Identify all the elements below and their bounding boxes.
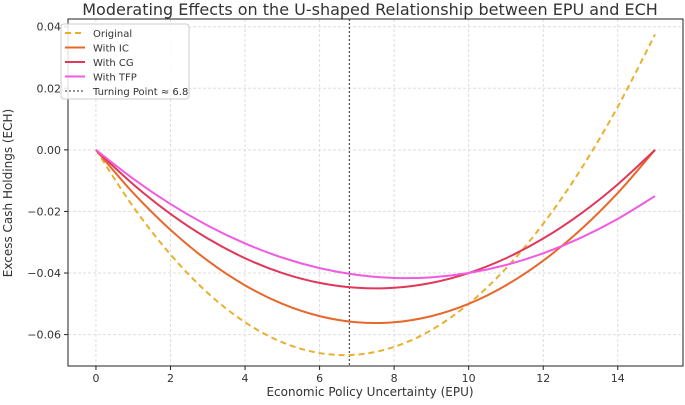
series-lines <box>95 19 656 366</box>
x-tick-label: 0 <box>92 372 99 385</box>
x-tick-label: 6 <box>316 372 323 385</box>
legend-label: Turning Point ≈ 6.8 <box>92 87 188 98</box>
ticks: 0 2 4 6 8 10 12 14 −0.06 −0.04 −0.02 0.00 0.02 0.04 <box>27 21 624 385</box>
y-tick-label: −0.04 <box>27 267 61 280</box>
x-tick-label: 14 <box>611 372 625 385</box>
series-line-with-ic <box>95 149 656 325</box>
legend-label: With TFP <box>93 73 137 84</box>
legend-box <box>60 23 190 100</box>
plot-frame <box>67 18 684 367</box>
series-line-with-cg <box>95 149 656 290</box>
y-tick-label: −0.06 <box>27 329 61 342</box>
x-tick-label: 2 <box>167 372 174 385</box>
y-tick-label: 0.00 <box>37 144 62 157</box>
y-tick-label: 0.04 <box>37 21 62 34</box>
y-tick-label: 0.02 <box>37 82 62 95</box>
chart-title: Moderating Effects on the U-shaped Relat… <box>82 0 658 19</box>
legend-label: With IC <box>93 44 129 55</box>
series-line-original <box>95 33 656 357</box>
grid <box>68 19 683 366</box>
x-tick-label: 4 <box>242 372 249 385</box>
x-axis-label: Economic Policy Uncertainty (EPU) <box>266 385 473 399</box>
y-axis-label: Excess Cash Holdings (ECH) <box>1 109 15 277</box>
legend-label: Original <box>93 29 132 40</box>
x-tick-label: 8 <box>391 372 398 385</box>
x-tick-label: 12 <box>536 372 550 385</box>
x-tick-label: 10 <box>462 372 476 385</box>
series-line-with-tfp <box>95 149 656 280</box>
legend: Original With IC With CG With TFP Turning Po… <box>60 23 190 100</box>
legend-label: With CG <box>93 58 134 69</box>
y-tick-label: −0.02 <box>27 205 61 218</box>
